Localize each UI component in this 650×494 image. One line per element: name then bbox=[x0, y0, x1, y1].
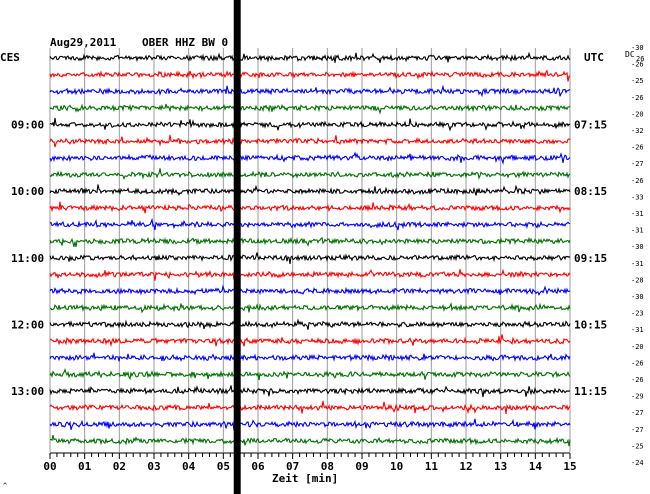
x-tick-label-15: 15 bbox=[563, 460, 576, 473]
dc-offset-22: -27 bbox=[631, 409, 644, 417]
trace-20 bbox=[49, 385, 571, 398]
dc-offset-1: -26 bbox=[631, 61, 644, 69]
dc-offset-10: -31 bbox=[631, 210, 644, 218]
dc-header: DC bbox=[625, 50, 635, 59]
dc-offset-7: -27 bbox=[631, 160, 644, 168]
left-axis-label: CES bbox=[0, 51, 20, 64]
trace-1 bbox=[49, 69, 571, 82]
dc-offset-6: -26 bbox=[631, 144, 644, 152]
right-hour-label-3: 10:15 bbox=[574, 318, 607, 331]
x-axis-ticks: 00 01 02 03 04 05 06 07 08 09 10 11 12 13 14 15 bbox=[43, 452, 577, 473]
dc-offset-11: -31 bbox=[631, 227, 644, 235]
right-hour-labels: 07:15 08:15 09:15 10:15 11:15 bbox=[574, 119, 607, 398]
trace-9 bbox=[49, 201, 571, 214]
trace-8 bbox=[49, 184, 571, 196]
left-hour-label-3: 12:00 bbox=[11, 318, 44, 331]
dc-offset-14: -28 bbox=[631, 276, 644, 284]
dc-offset-19: -26 bbox=[631, 359, 644, 367]
trace-15 bbox=[50, 301, 571, 314]
dc-offset-8: -26 bbox=[631, 177, 644, 185]
trace-16 bbox=[49, 318, 571, 330]
dc-offset-labels: -30 -26 -25 -26 -20 -32 -26 -27 -26 -33 -31 -31 -30 -… bbox=[631, 44, 644, 467]
x-tick-label-14: 14 bbox=[529, 460, 543, 473]
dc-offset-12: -30 bbox=[631, 243, 644, 251]
right-axis-label: UTC bbox=[584, 51, 604, 64]
trace-14 bbox=[49, 284, 571, 296]
dc-offset-17: -31 bbox=[631, 326, 644, 334]
x-tick-label-10: 10 bbox=[390, 460, 403, 473]
trace-21 bbox=[49, 400, 571, 415]
trace-11 bbox=[49, 236, 571, 248]
footer-mark: ^ bbox=[3, 482, 7, 490]
x-tick-label-5: 05 bbox=[217, 460, 230, 473]
trace-2 bbox=[49, 84, 571, 98]
trace-group bbox=[49, 51, 571, 447]
time-marker-bar bbox=[233, 0, 241, 494]
dc-offset-3: -26 bbox=[631, 94, 644, 102]
dc-offset-9: -33 bbox=[631, 193, 644, 201]
x-tick-label-4: 04 bbox=[182, 460, 196, 473]
x-tick-label-3: 03 bbox=[147, 460, 160, 473]
x-tick-label-1: 01 bbox=[78, 460, 92, 473]
x-tick-label-8: 08 bbox=[321, 460, 334, 473]
trace-0 bbox=[49, 51, 571, 63]
trace-13 bbox=[49, 268, 571, 281]
dc-offset-20: -26 bbox=[631, 376, 644, 384]
left-hour-label-2: 11:00 bbox=[11, 252, 44, 265]
left-hour-label-4: 13:00 bbox=[11, 385, 44, 398]
header-date: Aug29,2011 bbox=[50, 36, 117, 49]
dc-offset-24: -25 bbox=[631, 442, 644, 450]
trace-19 bbox=[49, 368, 571, 381]
dc-offset-23: -27 bbox=[631, 426, 644, 434]
dc-offset-25: -24 bbox=[631, 459, 644, 467]
trace-17 bbox=[49, 334, 571, 348]
left-hour-label-1: 10:00 bbox=[11, 185, 44, 198]
dc-offset-0: -30 bbox=[631, 44, 644, 52]
minute-grid bbox=[49, 48, 571, 452]
x-axis-label: Zeit [min] bbox=[272, 472, 338, 485]
trace-7 bbox=[49, 168, 571, 180]
dc-offset-21: -29 bbox=[631, 393, 644, 401]
dc-offset-2: -25 bbox=[631, 77, 644, 85]
trace-18 bbox=[49, 352, 571, 363]
header: Aug29,2011 OBER HHZ BW 0 bbox=[50, 36, 228, 49]
left-hour-label-0: 09:00 bbox=[11, 119, 44, 132]
x-tick-label-6: 06 bbox=[251, 460, 265, 473]
trace-12 bbox=[49, 252, 571, 264]
dc-offset-15: -30 bbox=[631, 293, 644, 301]
x-tick-label-9: 09 bbox=[355, 460, 368, 473]
right-hour-label-2: 09:15 bbox=[574, 252, 607, 265]
right-hour-label-1: 08:15 bbox=[574, 185, 607, 198]
x-tick-label-0: 00 bbox=[43, 460, 56, 473]
trace-23 bbox=[49, 434, 571, 447]
x-tick-label-12: 12 bbox=[459, 460, 472, 473]
dc-offset-4: -20 bbox=[631, 110, 644, 118]
dc-offset-13: -31 bbox=[631, 260, 644, 268]
trace-5 bbox=[49, 134, 571, 148]
header-station: OBER HHZ BW 0 bbox=[142, 36, 228, 49]
trace-6 bbox=[49, 151, 571, 165]
x-tick-label-13: 13 bbox=[494, 460, 507, 473]
trace-10 bbox=[49, 217, 571, 231]
left-hour-labels: 09:00 10:00 11:00 12:00 13:00 bbox=[11, 119, 44, 398]
dc-offset-5: -32 bbox=[631, 127, 644, 135]
x-tick-label-11: 11 bbox=[425, 460, 439, 473]
trace-3 bbox=[49, 103, 571, 115]
dc-header-sub: 26 bbox=[636, 55, 644, 63]
x-tick-label-7: 07 bbox=[286, 460, 299, 473]
dc-offset-18: -20 bbox=[631, 343, 644, 351]
right-hour-label-0: 07:15 bbox=[574, 119, 607, 132]
trace-22 bbox=[49, 418, 571, 431]
trace-4 bbox=[49, 117, 571, 132]
x-tick-label-2: 02 bbox=[113, 460, 126, 473]
right-hour-label-4: 11:15 bbox=[574, 385, 607, 398]
dc-offset-16: -23 bbox=[631, 310, 644, 318]
